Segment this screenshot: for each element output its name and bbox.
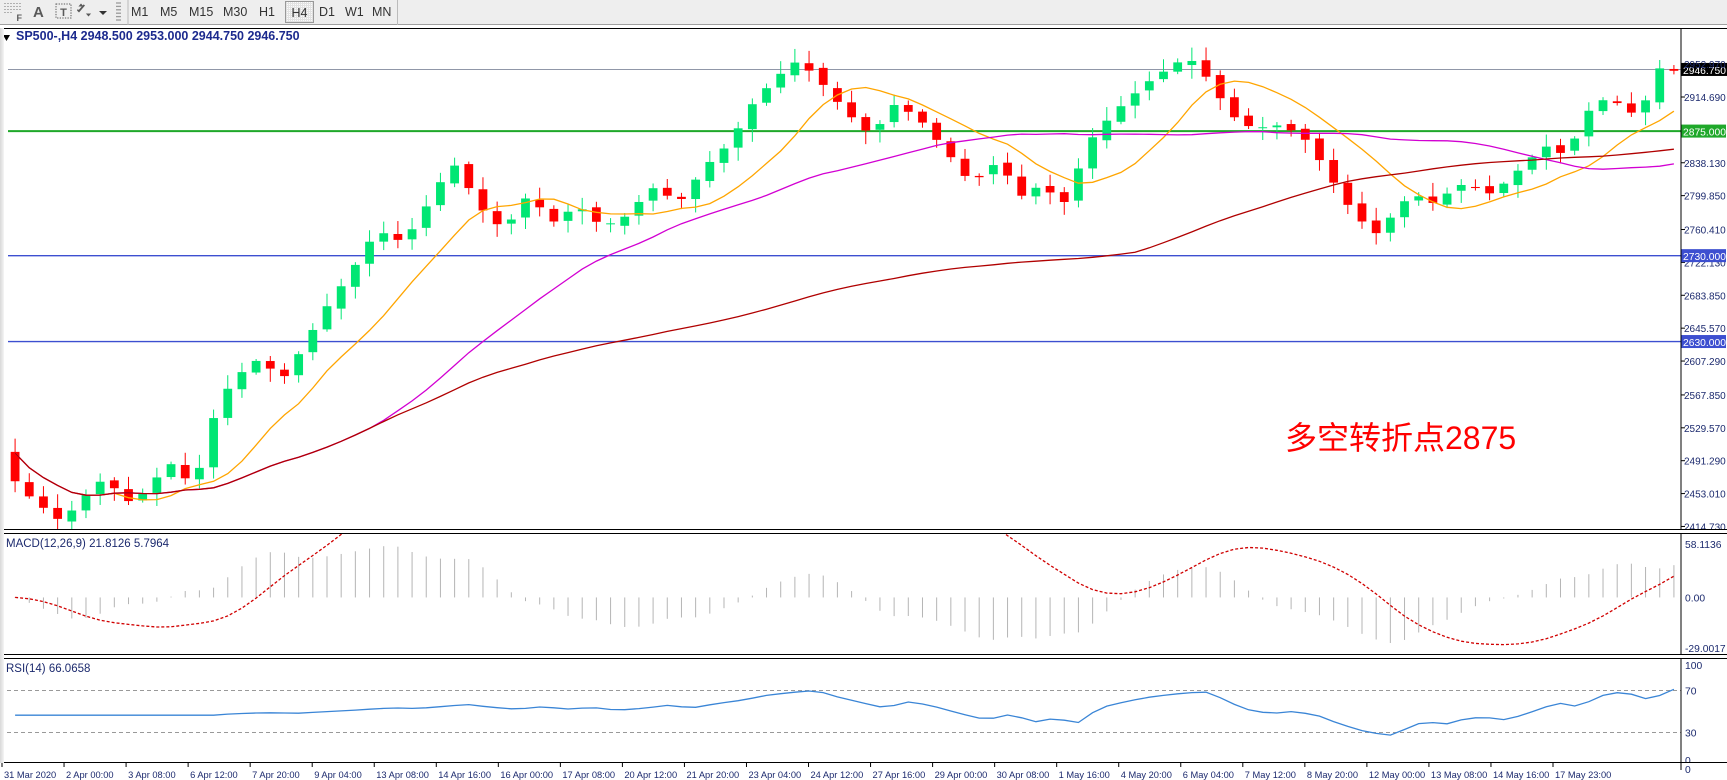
svg-text:2730.000: 2730.000 (1683, 252, 1726, 263)
svg-text:17 Apr 08:00: 17 Apr 08:00 (562, 770, 615, 780)
svg-text:-29.0017: -29.0017 (1685, 644, 1726, 655)
svg-text:17 May 23:00: 17 May 23:00 (1555, 770, 1611, 780)
svg-text:100: 100 (1685, 661, 1702, 672)
svg-text:2683.850: 2683.850 (1684, 291, 1726, 302)
svg-text:2 Apr 00:00: 2 Apr 00:00 (66, 770, 114, 780)
svg-text:2607.290: 2607.290 (1684, 357, 1726, 368)
svg-text:2529.570: 2529.570 (1684, 424, 1726, 435)
svg-text:MACD(12,26,9) 21.8126 5.7964: MACD(12,26,9) 21.8126 5.7964 (6, 538, 170, 550)
svg-text:3 Apr 08:00: 3 Apr 08:00 (128, 770, 176, 780)
svg-text:14 May 16:00: 14 May 16:00 (1493, 770, 1549, 780)
svg-text:23 Apr 04:00: 23 Apr 04:00 (748, 770, 801, 780)
svg-text:9 Apr 04:00: 9 Apr 04:00 (314, 770, 362, 780)
svg-text:14 Apr 16:00: 14 Apr 16:00 (438, 770, 491, 780)
svg-text:24 Apr 12:00: 24 Apr 12:00 (811, 770, 864, 780)
svg-text:8 May 20:00: 8 May 20:00 (1307, 770, 1358, 780)
svg-text:30 Apr 08:00: 30 Apr 08:00 (997, 770, 1050, 780)
svg-text:1 May 16:00: 1 May 16:00 (1059, 770, 1110, 780)
svg-text:2760.410: 2760.410 (1684, 226, 1726, 237)
svg-text:2914.690: 2914.690 (1684, 93, 1726, 104)
svg-text:RSI(14) 66.0658: RSI(14) 66.0658 (6, 663, 90, 675)
svg-text:2567.850: 2567.850 (1684, 391, 1726, 402)
svg-text:2799.850: 2799.850 (1684, 192, 1726, 203)
svg-text:A: A (33, 4, 44, 21)
svg-text:13 May 08:00: 13 May 08:00 (1431, 770, 1487, 780)
svg-text:2414.730: 2414.730 (1684, 522, 1726, 530)
svg-text:70: 70 (1685, 687, 1697, 698)
svg-text:2952.970: 2952.970 (1684, 60, 1726, 71)
svg-text:0.00: 0.00 (1685, 593, 1705, 604)
svg-text:2645.570: 2645.570 (1684, 324, 1726, 335)
svg-text:16 Apr 00:00: 16 Apr 00:00 (500, 770, 553, 780)
svg-text:27 Apr 16:00: 27 Apr 16:00 (873, 770, 926, 780)
svg-text:12 May 00:00: 12 May 00:00 (1369, 770, 1425, 780)
svg-text:7 Apr 20:00: 7 Apr 20:00 (252, 770, 300, 780)
svg-text:2838.130: 2838.130 (1684, 159, 1726, 170)
svg-text:0: 0 (1685, 756, 1691, 763)
svg-text:SP500-,H4 2948.500 2953.000: SP500-,H4 2948.500 2953.000 2944.750 294… (16, 29, 300, 43)
svg-text:7 May 12:00: 7 May 12:00 (1245, 770, 1296, 780)
svg-text:T: T (60, 7, 67, 19)
svg-text:6 May 04:00: 6 May 04:00 (1183, 770, 1234, 780)
svg-text:20 Apr 12:00: 20 Apr 12:00 (624, 770, 677, 780)
svg-text:多空转折点2875: 多空转折点2875 (1285, 420, 1516, 456)
svg-text:2630.000: 2630.000 (1683, 338, 1726, 349)
svg-text:4 May 20:00: 4 May 20:00 (1121, 770, 1172, 780)
svg-text:29 Apr 00:00: 29 Apr 00:00 (935, 770, 988, 780)
svg-text:21 Apr 20:00: 21 Apr 20:00 (686, 770, 739, 780)
svg-text:58.1136: 58.1136 (1685, 540, 1722, 551)
svg-text:2453.010: 2453.010 (1684, 490, 1726, 501)
svg-text:2491.290: 2491.290 (1684, 457, 1726, 468)
svg-text:30: 30 (1685, 729, 1697, 740)
svg-text:F: F (17, 13, 23, 23)
svg-text:13 Apr 08:00: 13 Apr 08:00 (376, 770, 429, 780)
svg-text:0: 0 (1685, 765, 1691, 776)
svg-text:6 Apr 12:00: 6 Apr 12:00 (190, 770, 238, 780)
svg-text:2875.000: 2875.000 (1683, 128, 1726, 139)
svg-text:31 Mar 2020: 31 Mar 2020 (4, 770, 56, 780)
